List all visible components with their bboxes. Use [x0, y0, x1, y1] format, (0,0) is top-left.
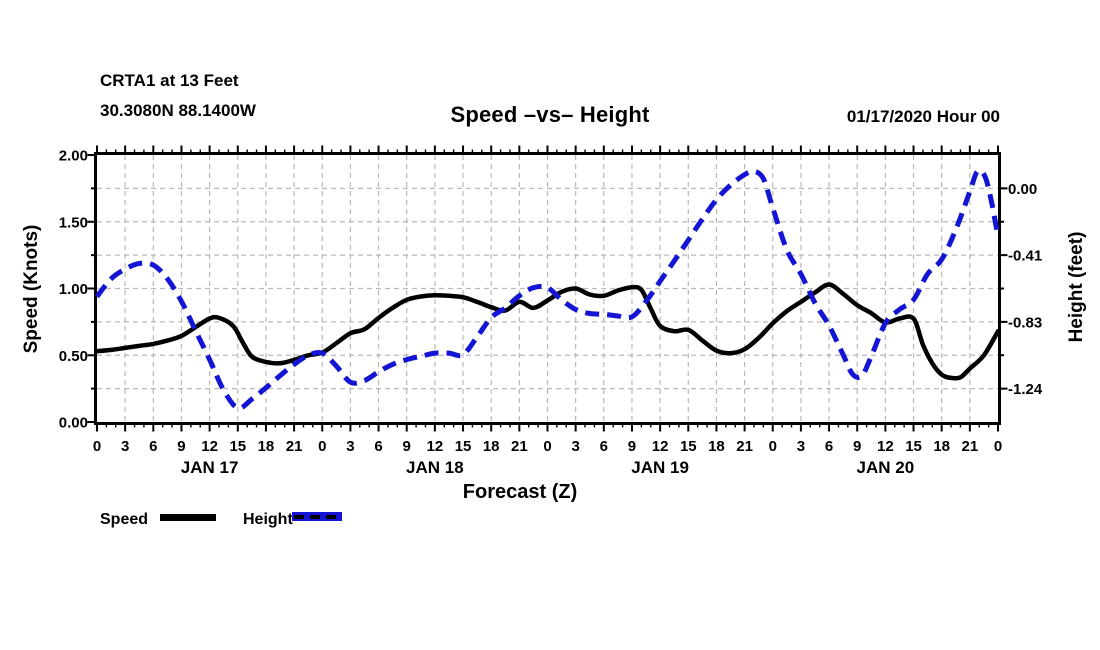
hour-tick-label: 21	[736, 438, 753, 455]
hour-tick-label: 18	[258, 438, 275, 455]
hour-tick-label: 0	[93, 438, 101, 455]
hour-tick-label: 12	[652, 438, 669, 455]
y-right-tick-label: -0.83	[1008, 314, 1042, 331]
hour-tick-label: 6	[600, 438, 608, 455]
hour-tick-label: 15	[680, 438, 697, 455]
hour-tick-label: 3	[571, 438, 579, 455]
y-left-tick-label: 0.00	[59, 415, 88, 432]
hour-tick-label: 15	[455, 438, 472, 455]
x-axis-title: Forecast (Z)	[462, 481, 578, 503]
hour-tick-label: 3	[121, 438, 129, 455]
hour-tick-label: 3	[346, 438, 354, 455]
speed-curve	[94, 282, 1001, 381]
day-label: JAN 20	[857, 458, 915, 477]
hour-tick-label: 21	[962, 438, 979, 455]
hour-tick-label: 21	[511, 438, 528, 455]
right-axis-title: Height (feet)	[1066, 231, 1087, 343]
y-right-tick-label: 0.00	[1008, 181, 1037, 198]
height-curve	[95, 167, 1001, 411]
hour-tick-label: 0	[318, 438, 326, 455]
left-axis-title: Speed (Knots)	[21, 224, 42, 354]
y-left-tick-label: 2.00	[59, 148, 88, 165]
hour-tick-label: 9	[177, 438, 185, 455]
hour-tick-label: 12	[427, 438, 444, 455]
hour-tick-label: 9	[403, 438, 411, 455]
hour-tick-label: 12	[201, 438, 218, 455]
hour-tick-label: 12	[877, 438, 894, 455]
hour-tick-label: 18	[933, 438, 950, 455]
hour-tick-label: 15	[905, 438, 922, 455]
y-right-tick-label: -1.24	[1008, 381, 1043, 398]
hour-tick-label: 0	[543, 438, 551, 455]
y-right-tick-label: -0.41	[1008, 248, 1042, 265]
hour-tick-label: 6	[149, 438, 157, 455]
station-coordinates: 30.3080N 88.1400W	[100, 101, 256, 120]
hour-tick-label: 6	[374, 438, 382, 455]
hour-tick-label: 15	[229, 438, 246, 455]
hour-tick-label: 3	[797, 438, 805, 455]
hour-tick-label: 18	[708, 438, 725, 455]
hour-tick-label: 0	[769, 438, 777, 455]
legend-speed-line-swatch	[160, 514, 216, 521]
station-name: CRTA1 at 13 Feet	[100, 71, 239, 90]
legend-height-label: Height	[243, 511, 293, 528]
hour-tick-label: 21	[286, 438, 303, 455]
y-left-tick-label: 1.50	[59, 214, 88, 231]
day-label: JAN 18	[406, 458, 464, 477]
legend-speed-label: Speed	[100, 511, 149, 528]
y-left-tick-label: 0.50	[59, 348, 88, 365]
forecast-datetime: 01/17/2020 Hour 00	[846, 107, 1000, 126]
hour-tick-label: 18	[483, 438, 500, 455]
y-left-tick-label: 1.00	[59, 281, 88, 298]
hour-tick-label: 6	[825, 438, 833, 455]
hour-tick-label: 0	[994, 438, 1002, 455]
day-label: JAN 19	[631, 458, 689, 477]
legend-height-line-swatch	[292, 512, 342, 521]
hour-tick-label: 9	[628, 438, 636, 455]
hour-tick-label: 9	[853, 438, 861, 455]
legend-dash-pattern	[294, 514, 340, 519]
chart-title: Speed –vs– Height	[450, 102, 650, 127]
day-label: JAN 17	[181, 458, 239, 477]
